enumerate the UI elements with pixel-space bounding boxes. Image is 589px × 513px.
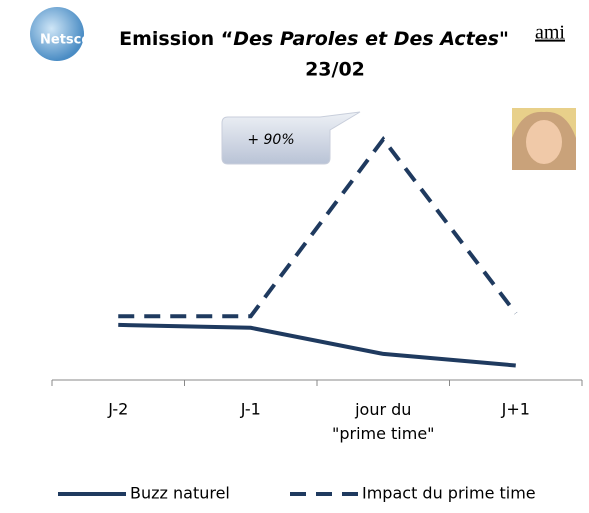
logo-right: ami [535, 22, 565, 44]
chart-title: Emission “Des Paroles et Des Actes" [119, 28, 509, 50]
chart-subtitle: 23/02 [305, 59, 365, 81]
x-tick-label-line: "prime time" [332, 424, 435, 443]
legend-label: Impact du prime time [362, 484, 536, 503]
title-part: Des Paroles et Des Actes [233, 28, 499, 50]
x-tick-label: J-1 [240, 400, 261, 419]
legend-label: Buzz naturel [130, 484, 230, 503]
callout [221, 111, 361, 165]
title-part: Emission “ [119, 28, 233, 50]
photo-face [526, 120, 562, 164]
logo-globe [30, 7, 84, 61]
logo-left: Netscope [40, 33, 109, 48]
title-part: " [499, 28, 509, 50]
x-tick-label-line: jour du [354, 400, 411, 419]
x-tick-label: J-2 [107, 400, 128, 419]
x-tick-label: jour du "prime time" [332, 400, 435, 443]
series-line [118, 322, 516, 368]
x-tick-label: J+1 [501, 400, 530, 419]
photo-hair [512, 108, 576, 138]
annotation: + 90% [247, 132, 294, 148]
series-line [118, 135, 518, 319]
